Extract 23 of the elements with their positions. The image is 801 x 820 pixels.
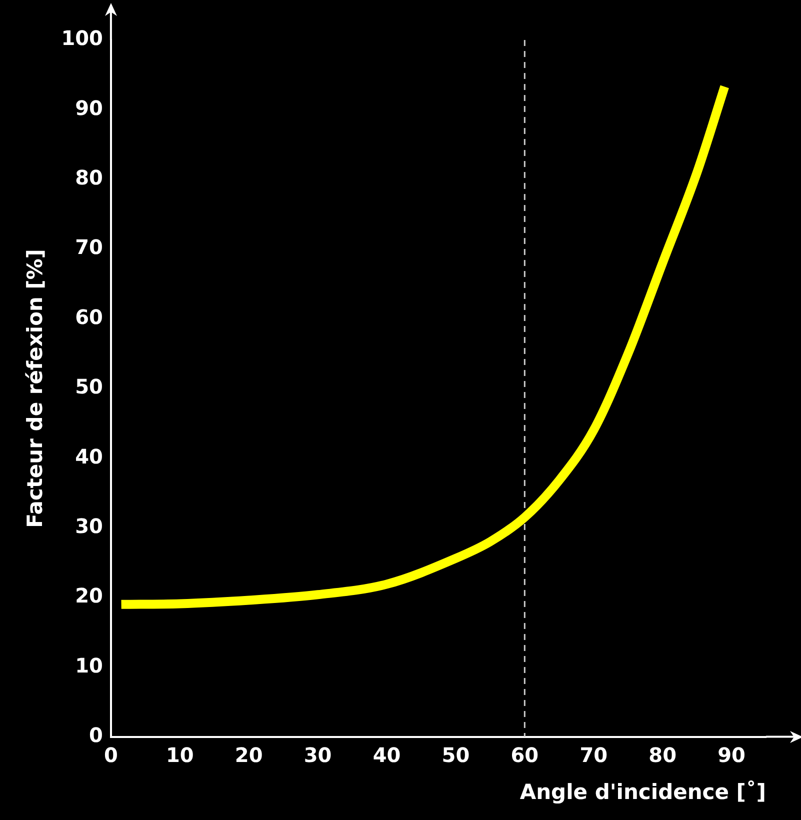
y-tick-label: 80 — [75, 166, 103, 190]
x-tick-label: 10 — [166, 743, 194, 768]
x-tick-label: 50 — [442, 743, 470, 768]
x-tick-label: 70 — [580, 743, 608, 768]
x-tick-label: 20 — [234, 743, 263, 768]
y-tick-label: 10 — [75, 653, 103, 678]
y-tick-label: 100 — [61, 26, 103, 50]
y-tick-label: 50 — [75, 374, 103, 399]
x-tick-label: 90 — [718, 743, 746, 768]
x-tick-label: 40 — [372, 743, 401, 768]
x-axis-title: Angle d'incidence [˚] — [520, 780, 766, 804]
y-tick-label: 40 — [75, 444, 103, 468]
y-tick-label: 0 — [89, 723, 103, 748]
x-tick-label: 80 — [648, 743, 676, 768]
x-tick-label: 30 — [304, 743, 332, 768]
y-tick-label: 90 — [75, 96, 103, 120]
y-tick-label: 30 — [75, 514, 103, 538]
x-tick-label: 60 — [510, 743, 539, 768]
y-tick-label: 70 — [75, 235, 103, 260]
y-axis-title: Facteur de réfexion [%] — [23, 248, 48, 528]
x-tick-label: 0 — [104, 743, 118, 768]
y-tick-label: 60 — [75, 304, 103, 329]
y-tick-label: 20 — [75, 584, 103, 608]
